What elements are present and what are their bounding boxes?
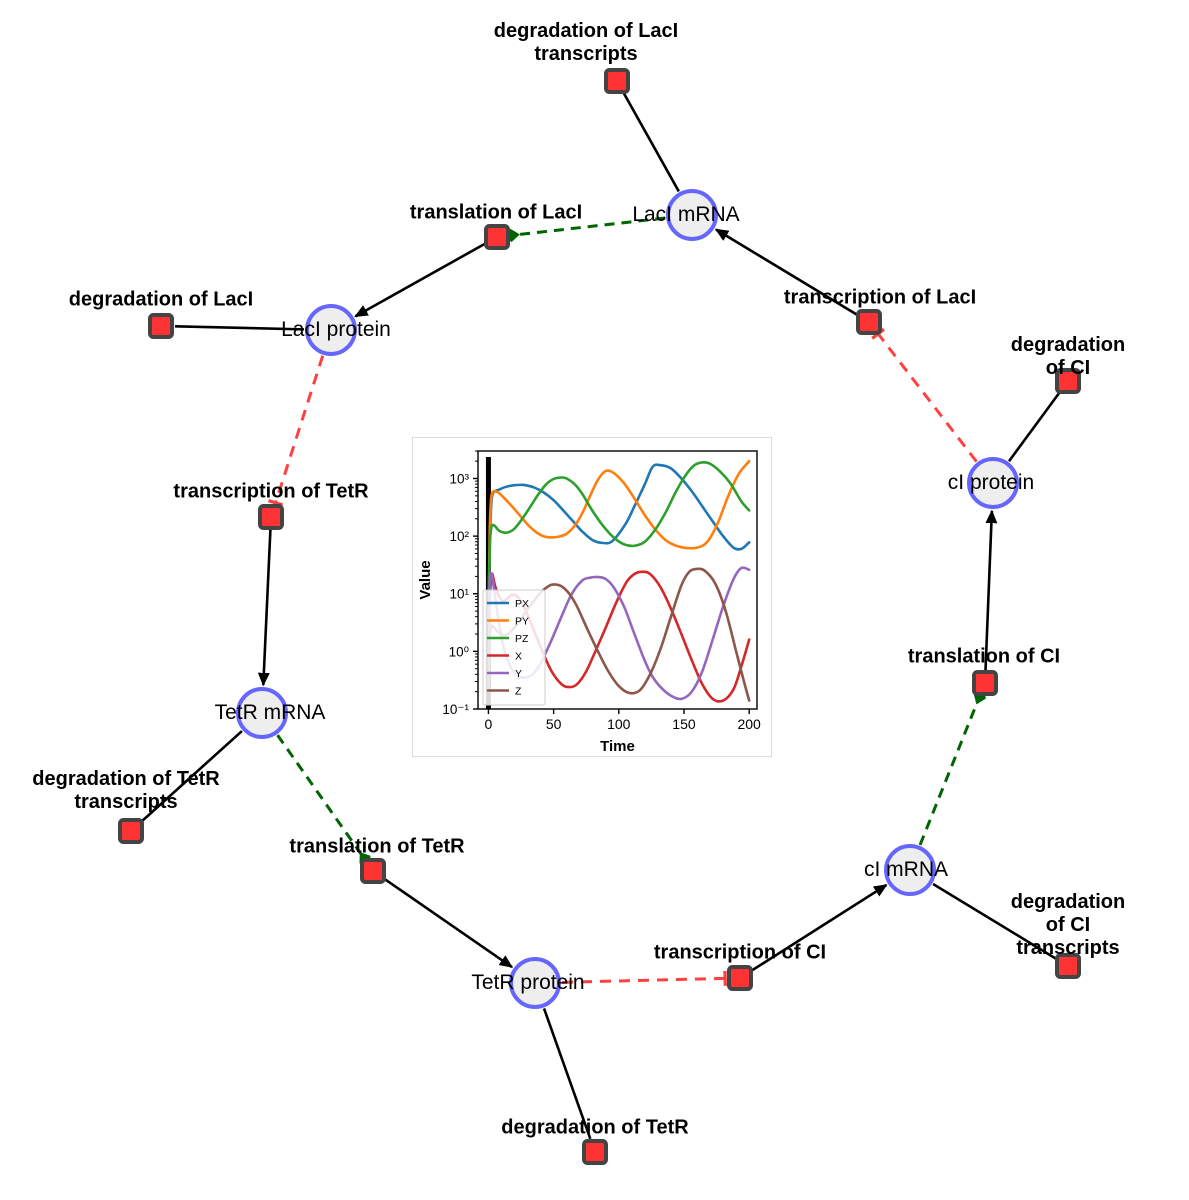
reaction-node-translation_ci[interactable] xyxy=(972,670,998,696)
chart-ytick-label: 10² xyxy=(449,529,469,544)
chart-legend-label-Y: Y xyxy=(515,668,522,680)
reaction-node-transcription_tetr[interactable] xyxy=(258,504,284,530)
edge-substrate xyxy=(174,325,305,331)
reaction-node-deg_laci_transcripts[interactable] xyxy=(604,68,630,94)
chart-legend-label-PX: PX xyxy=(515,598,529,610)
reaction-node-deg_tetr[interactable] xyxy=(582,1139,608,1165)
edge-inhibition xyxy=(267,355,325,507)
chart-ytick-label: 10⁻¹ xyxy=(442,702,469,717)
edge-substrate xyxy=(1007,391,1061,463)
chart-legend-label-X: X xyxy=(515,651,522,663)
chart-xtick-label: 0 xyxy=(485,716,493,732)
edge-product xyxy=(714,228,859,317)
species-node-laci_mrna[interactable] xyxy=(666,189,718,241)
chart-xtick-label: 150 xyxy=(672,716,696,732)
species-node-ci_protein[interactable] xyxy=(967,457,1019,509)
chart-xtick-label: 100 xyxy=(607,716,631,732)
species-node-ci_mrna[interactable] xyxy=(884,844,936,896)
reaction-node-deg_tetr_transcripts[interactable] xyxy=(118,818,144,844)
edge-substrate xyxy=(622,92,680,193)
reaction-node-deg_laci[interactable] xyxy=(148,313,174,339)
chart-legend-box xyxy=(482,589,546,706)
chart-legend-label-PZ: PZ xyxy=(515,633,529,645)
timecourse-inset-chart: 0 50 100 150 200 10⁻¹ 10⁰ 10¹ 10² 10³ Time Value PX P… xyxy=(412,437,772,757)
chart-legend-label-PY: PY xyxy=(515,616,529,628)
chart-line-PZ xyxy=(487,461,751,626)
chart-ylabel: Value xyxy=(417,560,434,599)
reaction-node-deg_ci_transcripts[interactable] xyxy=(1055,953,1081,979)
species-node-tetr_protein[interactable] xyxy=(509,957,561,1009)
chart-line-PX xyxy=(487,463,751,626)
chart-legend-label-Z: Z xyxy=(515,686,522,698)
chart-canvas: 0 50 100 150 20010⁻¹10⁰10¹10²10³TimeValuePXP… xyxy=(412,437,772,757)
reaction-node-transcription_ci[interactable] xyxy=(727,965,753,991)
chart-legend: PX PY PZ XYZ xyxy=(482,589,546,706)
species-node-laci_protein[interactable] xyxy=(305,304,357,356)
edge-substrate xyxy=(932,882,1057,960)
chart-ytick-label: 10⁰ xyxy=(449,644,470,659)
reaction-node-translation_laci[interactable] xyxy=(484,224,510,250)
chart-xlabel: Time xyxy=(600,738,635,755)
edge-product xyxy=(257,529,272,687)
reaction-node-transcription_laci[interactable] xyxy=(856,309,882,335)
node-layer xyxy=(118,68,1081,1165)
edge-product xyxy=(354,242,487,318)
chart-ytick-label: 10³ xyxy=(449,471,469,486)
edge-substrate xyxy=(542,1008,592,1140)
edge-substrate xyxy=(140,730,243,823)
chart-xtick-label: 200 xyxy=(737,716,761,732)
edge-activation xyxy=(276,734,371,867)
chart-ytick-label: 10¹ xyxy=(449,587,469,602)
chart-xtick-label: 50 xyxy=(546,716,562,732)
edge-activation xyxy=(918,687,986,846)
chart-line-PY xyxy=(487,459,751,626)
edge-product xyxy=(750,883,888,973)
edge-inhibition xyxy=(561,970,727,986)
edge-layer xyxy=(140,92,1061,1140)
species-node-tetr_mrna[interactable] xyxy=(236,687,288,739)
reaction-node-deg_ci[interactable] xyxy=(1055,368,1081,394)
edge-product xyxy=(382,877,514,969)
edge-product xyxy=(984,509,998,671)
edge-activation xyxy=(501,216,666,243)
reaction-node-translation_tetr[interactable] xyxy=(360,858,386,884)
edge-inhibition xyxy=(871,327,978,463)
